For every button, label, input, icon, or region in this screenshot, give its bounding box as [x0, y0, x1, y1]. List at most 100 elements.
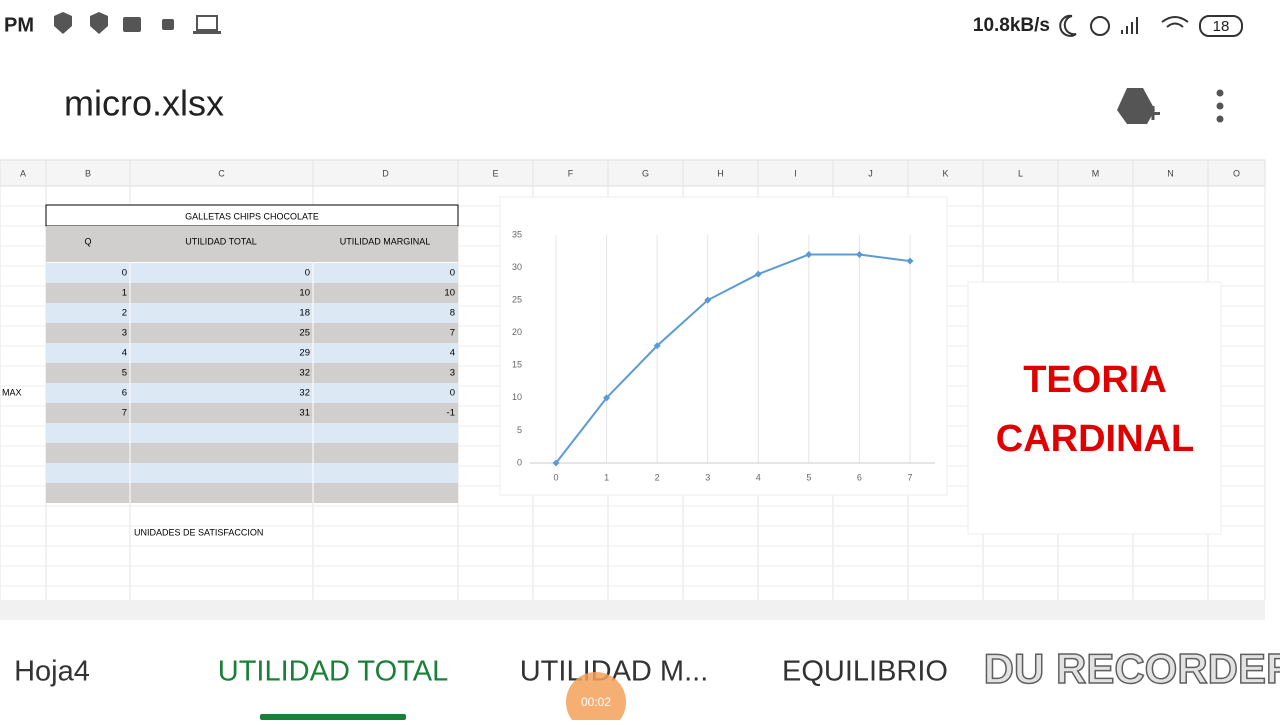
- x-tick-label: 0: [553, 472, 558, 482]
- table-cell: 32: [299, 388, 310, 399]
- column-header: I: [794, 168, 797, 178]
- table-cell: 4: [122, 348, 127, 359]
- y-tick-label: 5: [517, 425, 522, 435]
- column-header: F: [568, 168, 574, 178]
- x-tick-label: 5: [806, 472, 811, 482]
- tab-bar: Hoja4 UTILIDAD TOTAL UTILIDAD M... EQUILIBR…: [14, 656, 948, 720]
- sheet-tab[interactable]: UTILIDAD TOTAL: [218, 656, 448, 688]
- table-cell: 5: [122, 368, 127, 379]
- data-point: [805, 251, 813, 259]
- table-header: UTILIDAD MARGINAL: [340, 236, 431, 246]
- table-cell: 10: [444, 288, 455, 299]
- table-cell: 18: [299, 308, 310, 319]
- table-cell: 2: [122, 308, 127, 319]
- status-icons: [54, 12, 221, 34]
- y-tick-label: 25: [512, 295, 522, 305]
- data-point: [552, 459, 560, 467]
- data-point: [855, 251, 863, 259]
- table-cell: 3: [450, 368, 455, 379]
- column-header: H: [717, 168, 724, 178]
- table-row: [46, 483, 458, 503]
- data-point: [704, 296, 712, 304]
- sheet: A B C D E F G H I J K L M N O GALLETAS CHIPS CHOCOLATE Q…: [0, 159, 1266, 600]
- status-speed: 10.8kB/s: [973, 15, 1050, 36]
- column-header: D: [382, 168, 389, 178]
- table-cell: 4: [450, 348, 455, 359]
- table-row: [46, 383, 458, 403]
- table-cell: 25: [299, 328, 310, 339]
- y-tick-label: 0: [517, 457, 522, 467]
- table-row: [46, 283, 458, 303]
- table-row: [46, 423, 458, 443]
- series-line: [555, 253, 911, 464]
- x-tick-label: 7: [907, 472, 912, 482]
- table-row: [46, 443, 458, 463]
- table-cell: 7: [450, 328, 455, 339]
- table-cell: 0: [450, 268, 455, 279]
- data-point: [754, 270, 762, 278]
- battery-level: 18: [1213, 18, 1230, 35]
- column-header: C: [218, 168, 225, 178]
- drive-add-button[interactable]: [1117, 88, 1160, 124]
- table-row: [46, 363, 458, 383]
- table-row: [46, 343, 458, 363]
- text-box-line: CARDINAL: [996, 418, 1194, 460]
- table-cell: 29: [299, 348, 310, 359]
- table-cell: 6: [122, 388, 127, 399]
- x-tick-label: 6: [857, 472, 862, 482]
- sheet-footer: [0, 600, 1265, 620]
- table-cell: 0: [122, 268, 127, 279]
- table-header-row: [46, 226, 458, 262]
- table-row: [46, 303, 458, 323]
- table-cell: 31: [299, 408, 310, 419]
- column-header: J: [868, 168, 873, 178]
- text-box-line: TEORIA: [1023, 359, 1167, 401]
- chart: 0 5 10 15 20 25 30 35 0 1 2 3 4 5 6 7: [499, 196, 948, 496]
- column-header: A: [20, 168, 26, 178]
- status-right-icons: [1059, 14, 1243, 37]
- column-header: G: [642, 168, 649, 178]
- y-tick-label: 30: [512, 262, 522, 272]
- active-tab-indicator: [260, 714, 406, 720]
- table-cell: 32: [299, 368, 310, 379]
- y-tick-label: 10: [512, 392, 522, 402]
- status-time: PM: [4, 14, 34, 36]
- table-cell: 0: [305, 268, 310, 279]
- note: UNIDADES DE SATISFACCION: [134, 527, 263, 537]
- more-menu[interactable]: [1216, 89, 1224, 123]
- record-indicator: [566, 672, 626, 725]
- watermark: DU RECORDER: [984, 645, 1280, 692]
- x-tick-label: 1: [604, 472, 609, 482]
- x-tick-label: 4: [756, 472, 761, 482]
- sheet-tab[interactable]: EQUILIBRIO: [782, 656, 948, 688]
- chart-area: [499, 196, 948, 496]
- text-box: [967, 281, 1222, 535]
- table-row: [46, 463, 458, 483]
- table-cell: 8: [450, 308, 455, 319]
- table-row: [46, 263, 458, 283]
- column-header: B: [85, 168, 91, 178]
- data-point: [603, 394, 611, 402]
- column-header: M: [1092, 168, 1100, 178]
- table-cell: 10: [299, 288, 310, 299]
- x-tick-label: 3: [705, 472, 710, 482]
- table-cell: 1: [122, 288, 127, 299]
- table-title: GALLETAS CHIPS CHOCOLATE: [185, 211, 319, 221]
- table-header: Q: [84, 236, 91, 246]
- column-header: L: [1018, 168, 1023, 178]
- table-cell: 3: [122, 328, 127, 339]
- column-header: O: [1233, 168, 1240, 178]
- column-header: K: [942, 168, 948, 178]
- record-timer: 00:02: [581, 695, 611, 709]
- column-header-row: [0, 159, 1266, 187]
- column-header: N: [1167, 168, 1174, 178]
- table-cell: -1: [447, 408, 455, 419]
- x-tick-label: 2: [655, 472, 660, 482]
- table-cell: 7: [122, 408, 127, 419]
- sheet-tab[interactable]: Hoja4: [14, 656, 90, 688]
- data-point: [906, 257, 914, 265]
- table-header: UTILIDAD TOTAL: [185, 236, 257, 246]
- y-tick-label: 35: [512, 229, 522, 239]
- table-cell: 0: [450, 388, 455, 399]
